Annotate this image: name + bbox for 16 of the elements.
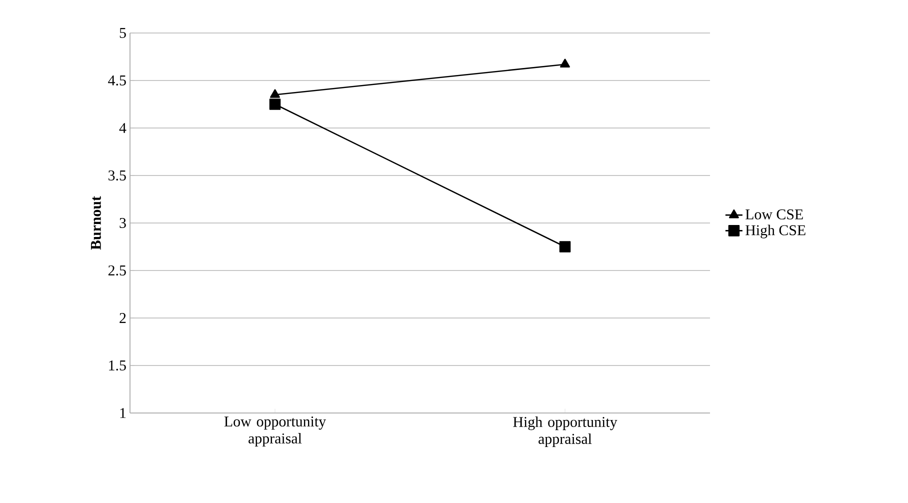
y-tick-label: 4 (119, 123, 126, 133)
y-tick-label: 2 (120, 313, 126, 323)
y-tick-label: 5 (120, 28, 126, 38)
legend-label: High CSE (746, 224, 806, 238)
point (269, 98, 281, 110)
y-tick-label: 3 (120, 218, 126, 228)
y-tick-label: 2.5 (108, 265, 126, 276)
legend-label: Low CSE (746, 209, 803, 220)
x-tick-label: Low opportunity appraisal (224, 416, 326, 447)
y-tick-label: 3.5 (108, 170, 126, 181)
y-tick-label: 4.5 (108, 75, 126, 86)
y-tick-label: 1 (120, 408, 126, 418)
x-tick-label: High opportunity appraisal (513, 416, 618, 448)
y-tick-label: 1.5 (109, 360, 126, 371)
y-axis-title: Burnout (90, 196, 101, 250)
point (559, 241, 571, 252)
